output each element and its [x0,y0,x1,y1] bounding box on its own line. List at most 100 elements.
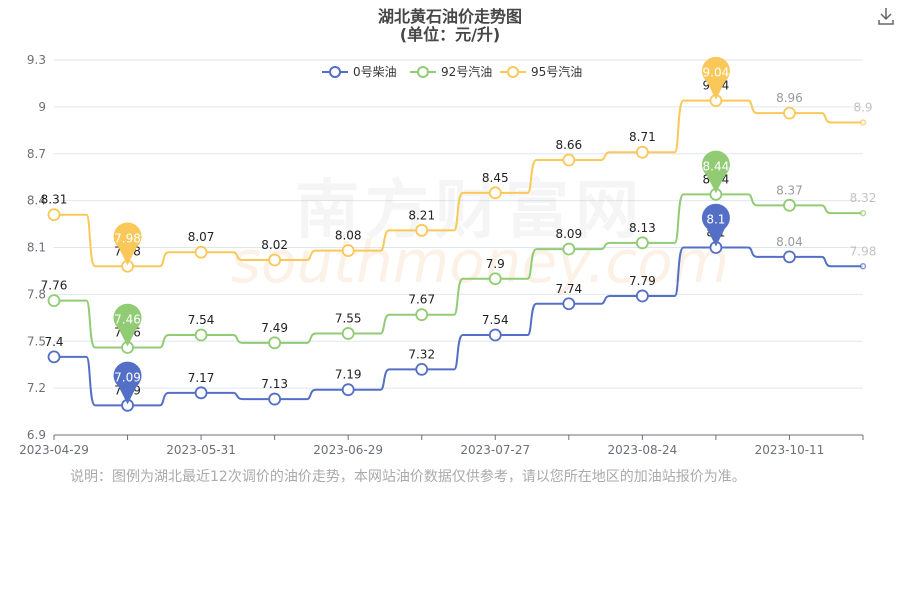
data-point [783,198,796,212]
data-point [635,236,649,250]
data-label: 7.74 [555,282,582,296]
watermark-cn: 南方财富网 [295,174,645,248]
data-point [783,250,796,264]
y-tick-label: 9 [38,100,46,114]
chart-title: 湖北黄石油价走势图 [377,7,522,26]
data-label: 8.02 [261,238,288,252]
data-label: 8.45 [482,171,509,185]
data-point [415,308,429,322]
data-point [268,336,282,350]
data-point [268,392,282,406]
marker-pin [701,56,730,100]
data-point [341,327,355,340]
data-point [635,145,649,159]
marker-pin [701,203,730,247]
data-point [415,362,429,376]
data-label: 7.67 [408,293,435,307]
data-label: 8.9 [853,101,872,115]
data-point [194,386,208,400]
y-tick-label: 7.8 [27,287,46,301]
data-point [859,209,867,217]
series-line [54,246,863,407]
marker-pin [113,361,142,405]
data-label: 8.04 [776,235,803,249]
data-label: 8.66 [555,138,582,152]
x-tick-label: 2023-05-31 [166,443,236,457]
data-label: 8.31 [41,193,68,207]
legend-swatch-marker [329,66,341,78]
x-tick-label: 2023-10-11 [755,443,825,457]
data-label: 8.21 [408,208,435,222]
legend-label: 0号柴油 [353,65,397,79]
x-tick-label: 2023-04-29 [19,443,89,457]
data-point [859,119,867,126]
download-icon[interactable] [876,6,896,26]
data-point [415,223,429,237]
data-label: 8.08 [335,229,362,243]
marker-label: 7.98 [114,231,141,245]
chart-subtitle: (单位：元/升) [399,25,501,44]
marker-pin [113,222,142,266]
y-tick-label: 8.7 [27,147,46,161]
data-label: 7.55 [335,311,362,325]
data-label: 8.71 [629,130,656,144]
footnote: 说明：图例为湖北最近12次调价的油价走势，本网站油价数据仅供参考，请以您所在地区… [70,469,746,485]
data-label: 8.13 [629,221,656,235]
data-label: 7.49 [261,321,288,335]
data-label: 7.17 [188,371,215,385]
y-tick-label: 7.5 [27,334,46,348]
x-tick-label: 2023-07-27 [460,443,530,457]
legend-swatch-marker [507,66,519,78]
data-point [562,153,576,167]
data-label: 7.4 [44,335,63,349]
data-point [341,244,355,258]
data-point [859,263,867,270]
x-tick-label: 2023-08-24 [607,443,677,457]
data-point [194,328,208,342]
data-label: 7.13 [261,377,288,391]
legend-swatch-marker [417,66,429,78]
y-tick-label: 9.3 [27,53,46,67]
y-tick-label: 8.1 [27,241,46,255]
x-tick-label: 2023-06-29 [313,443,383,457]
data-label: 7.98 [850,244,877,258]
data-point [562,297,576,311]
data-label: 8.96 [776,91,803,105]
data-point [488,186,502,200]
data-point [47,294,61,308]
marker-pin [113,303,142,347]
data-label: 7.9 [486,257,505,271]
data-label: 7.32 [408,347,435,361]
y-tick-label: 7.2 [27,381,46,395]
data-point [268,253,282,267]
data-label: 7.54 [482,313,509,327]
y-tick-label: 6.9 [27,428,46,442]
data-point [194,245,208,259]
marker-label: 9.04 [703,66,730,80]
data-label: 7.76 [41,279,68,293]
legend-label: 95号汽油 [531,64,582,79]
data-label: 8.09 [555,227,582,241]
data-label: 8.37 [776,183,803,197]
data-label: 7.19 [335,368,362,382]
series-line [54,99,863,268]
data-label: 7.79 [629,274,656,288]
data-label: 8.32 [850,191,877,205]
data-point [635,289,649,303]
marker-label: 8.1 [706,213,725,227]
data-point [562,242,576,256]
data-point [341,383,355,397]
data-point [47,350,61,364]
marker-label: 7.09 [114,370,141,384]
data-label: 7.54 [188,313,215,327]
data-point [783,106,796,120]
data-label: 8.07 [188,230,215,244]
marker-label: 8.44 [703,159,730,173]
series-line [54,193,863,349]
legend-label: 92号汽油 [441,64,492,79]
marker-label: 7.46 [114,313,141,327]
data-point [488,328,502,342]
marker-pin [701,150,730,194]
data-point [488,272,502,286]
